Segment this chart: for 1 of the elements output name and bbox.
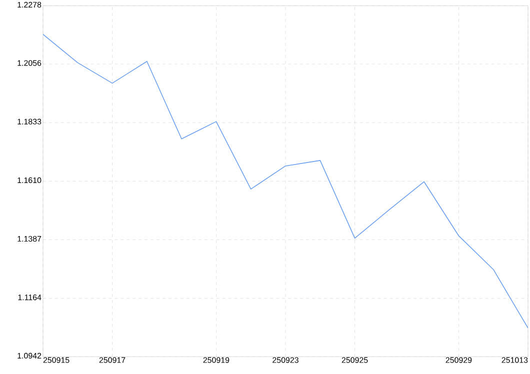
line-series [43, 34, 528, 328]
